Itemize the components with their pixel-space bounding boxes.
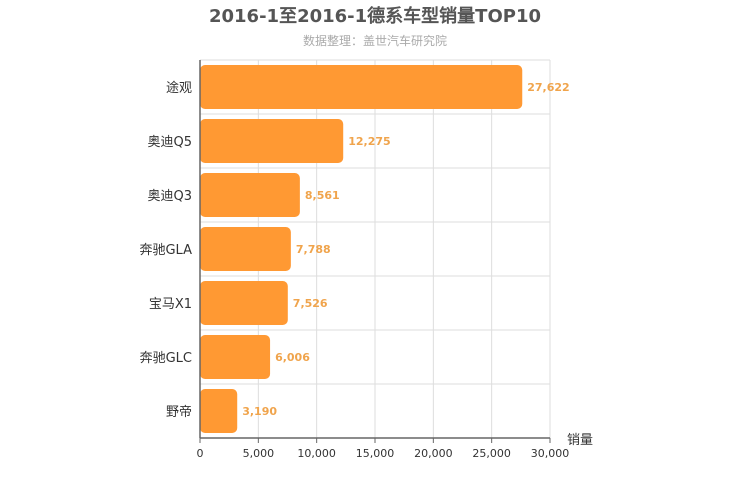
category-label: 宝马X1	[149, 297, 192, 312]
bar	[200, 119, 344, 163]
chart-title: 2016-1至2016-1德系车型销量TOP10	[209, 5, 541, 27]
data-label: 6,006	[275, 351, 310, 364]
x-tick-label: 15,000	[356, 447, 395, 460]
category-label: 野帝	[166, 404, 192, 420]
data-label: 12,275	[348, 135, 390, 148]
bar	[200, 227, 291, 271]
x-tick-label: 25,000	[472, 447, 511, 460]
x-tick-label: 5,000	[243, 447, 275, 460]
data-label: 7,788	[296, 243, 331, 256]
x-tick-label: 20,000	[414, 447, 453, 460]
data-label: 27,622	[527, 81, 569, 94]
bar	[200, 173, 300, 217]
category-label: 途观	[166, 80, 192, 96]
bar	[200, 335, 271, 379]
x-tick-label: 10,000	[297, 447, 336, 460]
category-label: 奔驰GLC	[140, 351, 192, 366]
x-tick-label: 0	[197, 447, 204, 460]
data-label: 8,561	[305, 189, 340, 202]
category-label: 奔驰GLA	[139, 243, 192, 258]
chart-subtitle: 数据整理：盖世汽车研究院	[303, 33, 447, 48]
category-label: 奥迪Q3	[147, 189, 192, 204]
bars: 27,622 12,275 8,561 7,788 7,526 6,006 3,190	[200, 65, 570, 433]
data-label: 7,526	[293, 297, 328, 310]
x-tick-label: 30,000	[531, 447, 570, 460]
category-label: 奥迪Q5	[147, 135, 192, 150]
bar	[200, 281, 288, 325]
bar	[200, 389, 238, 433]
data-label: 3,190	[242, 405, 277, 418]
bar	[200, 65, 523, 109]
x-axis-title: 销量	[567, 433, 593, 448]
